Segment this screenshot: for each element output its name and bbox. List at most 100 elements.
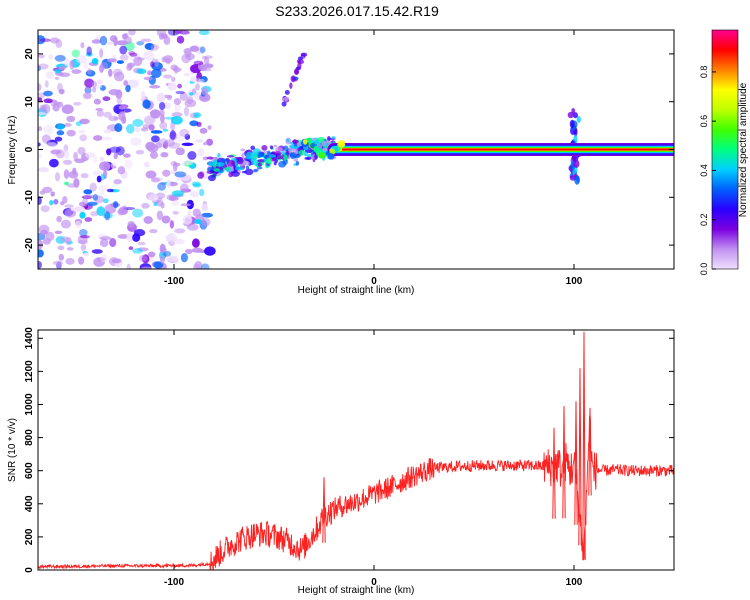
noise-blob: [57, 82, 63, 92]
noise-blob: [136, 41, 145, 46]
noise-blob: [39, 38, 51, 42]
noise-blob: [199, 46, 206, 54]
snr-marks: [38, 331, 674, 570]
noise-blob: [177, 83, 182, 89]
noise-blob: [150, 61, 155, 68]
noise-blob: [96, 257, 106, 262]
emergence-blob: [250, 145, 256, 151]
noise-blob: [203, 171, 209, 180]
noise-blob: [169, 220, 175, 229]
noise-blob: [184, 133, 191, 140]
emergence-blob: [217, 162, 221, 166]
noise-blob: [100, 61, 109, 70]
noise-blob: [151, 135, 160, 143]
noise-blob: [109, 35, 118, 43]
noise-blob: [99, 64, 104, 73]
emergence-blob: [236, 156, 244, 165]
noise-blob: [175, 147, 185, 156]
noise-blob: [63, 149, 70, 160]
noise-blob: [163, 139, 176, 147]
arc-blob: [297, 62, 302, 69]
noise-blob: [106, 58, 117, 63]
noise-blob: [132, 248, 143, 254]
noise-blob: [123, 80, 129, 87]
noise-blob: [99, 48, 104, 58]
noise-blob: [63, 123, 72, 127]
noise-blob: [156, 92, 166, 103]
noise-blob: [138, 254, 148, 262]
noise-blob: [183, 47, 192, 55]
noise-blob: [100, 253, 108, 263]
emergence-blob: [283, 145, 289, 152]
noise-blob: [159, 121, 168, 130]
emergence-blob: [331, 136, 336, 140]
noise-blob: [182, 214, 193, 225]
noise-blob: [122, 205, 127, 214]
x-tick-label: 0: [371, 276, 377, 287]
noise-blob: [150, 109, 161, 119]
snr-spike: [322, 477, 326, 543]
noise-blob: [43, 124, 54, 135]
noise-blob: [196, 121, 202, 127]
noise-blob: [108, 68, 113, 77]
noise-blob: [52, 103, 60, 112]
colorbar-label: Normalized spectral amplitude: [738, 82, 749, 217]
arc-blob: [282, 96, 290, 101]
noise-blob: [145, 170, 157, 179]
noise-blob: [150, 177, 161, 183]
noise-blob: [77, 239, 88, 245]
noise-blob: [99, 236, 112, 241]
noise-blob: [44, 80, 49, 88]
noise-blob: [82, 92, 92, 100]
noise-blob: [86, 201, 98, 206]
noise-blob: [91, 249, 103, 254]
noise-blob: [166, 179, 171, 189]
noise-blob: [54, 55, 66, 62]
emergence-blob: [282, 159, 288, 165]
noise-blob: [189, 190, 200, 198]
x-tick-label: 100: [566, 577, 583, 588]
noise-blob: [66, 115, 76, 123]
noise-blob: [83, 189, 93, 195]
noise-blob: [159, 254, 165, 264]
noise-blob: [108, 89, 121, 96]
noise-blob: [163, 74, 173, 79]
noise-blob: [71, 69, 82, 74]
emergence-blob: [212, 173, 217, 177]
emergence-blob: [208, 162, 216, 166]
noise-blob: [133, 56, 143, 67]
noise-blob: [112, 68, 123, 77]
noise-blob: [179, 183, 189, 194]
noise-blob: [92, 194, 99, 201]
noise-blob: [153, 261, 164, 269]
noise-blob: [202, 141, 208, 146]
noise-blob: [167, 82, 177, 91]
noise-blob: [154, 58, 159, 67]
noise-blob: [91, 39, 102, 44]
noise-blob: [194, 260, 203, 269]
noise-blob: [92, 81, 97, 88]
noise-blob: [156, 210, 164, 221]
noise-blob: [144, 42, 155, 50]
noise-blob: [201, 87, 209, 96]
noise-blob: [63, 58, 70, 67]
noise-blob: [106, 188, 114, 193]
noise-blob: [125, 84, 131, 93]
emergence-blob: [206, 156, 214, 160]
noise-blob: [151, 68, 162, 78]
noise-blob: [75, 121, 82, 127]
noise-blob: [78, 256, 85, 265]
noise-blob: [58, 72, 71, 78]
noise-blob: [104, 210, 111, 221]
snr-frame: [37, 329, 675, 571]
emergence-blob: [275, 156, 284, 160]
noise-blob: [181, 142, 194, 146]
noise-blob: [170, 115, 183, 125]
noise-blob: [106, 148, 111, 155]
noise-blob: [179, 30, 190, 35]
noise-blob: [148, 124, 155, 131]
chart-title: S233.2026.017.15.42.R19: [275, 3, 439, 19]
noise-blob: [74, 220, 82, 229]
emergence-blob: [230, 171, 240, 177]
noise-blob: [92, 135, 103, 141]
